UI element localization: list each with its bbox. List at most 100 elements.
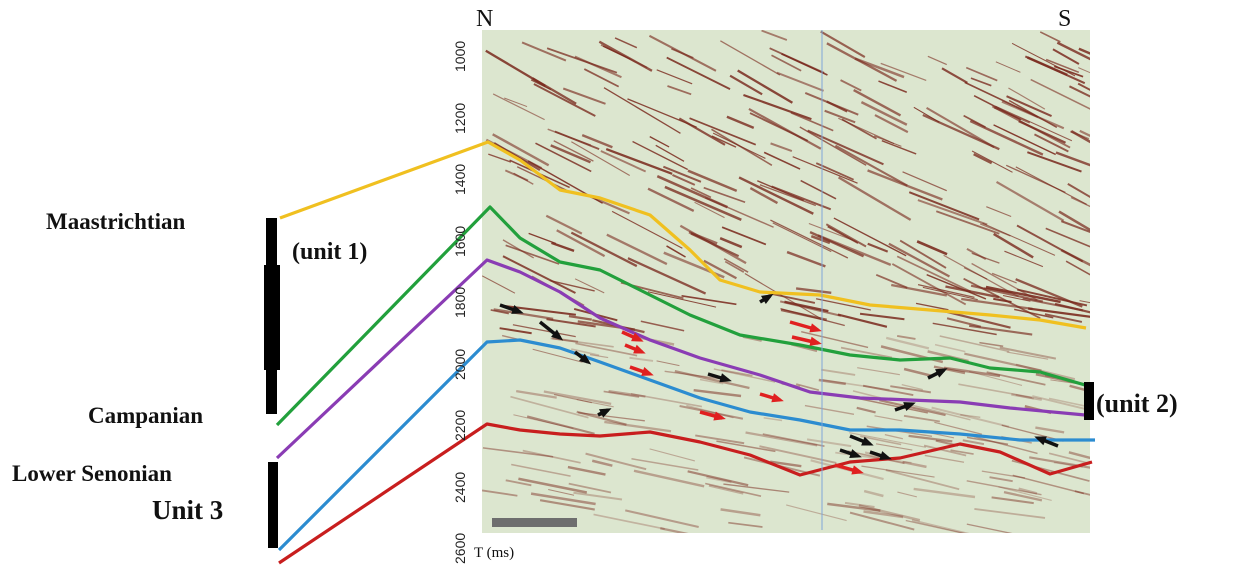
reflector-stroke [966, 523, 1013, 533]
reflector-stroke [1079, 300, 1090, 304]
reflector-stroke [1034, 133, 1069, 153]
reflector-stroke [576, 398, 614, 408]
reflector-stroke [655, 144, 685, 162]
reflector-stroke [511, 463, 571, 477]
reflector-stroke [761, 30, 788, 41]
time-tick-label: 1600 [452, 225, 468, 257]
reflector-stroke [627, 257, 707, 295]
red-arrow [789, 320, 822, 333]
reflector-stroke [874, 415, 903, 422]
reflector-stroke [530, 492, 596, 506]
black-arrow [538, 320, 564, 341]
reflector-stroke [1060, 220, 1090, 233]
reflector-stroke [840, 346, 893, 359]
reflector-stroke [721, 226, 767, 246]
reflector-stroke [970, 77, 992, 87]
reflector-stroke [553, 394, 592, 404]
reflector-stroke [605, 148, 673, 175]
reflector-stroke [826, 100, 848, 113]
reflector-stroke [737, 69, 793, 104]
reflector-stroke [1077, 82, 1090, 91]
reflector-stroke [856, 397, 928, 414]
reflector-stroke [738, 176, 814, 215]
reflector-stroke [1078, 67, 1090, 74]
reflector-stroke [859, 312, 905, 321]
reflector-stroke [922, 114, 1000, 151]
unit3-bar [268, 462, 278, 548]
reflector-stroke [581, 134, 613, 149]
reflector-stroke [528, 232, 557, 245]
reflector-stroke [630, 393, 703, 408]
time-tick-label: 2000 [452, 348, 468, 380]
horizon-lines [275, 140, 1095, 565]
reflector-stroke [721, 369, 753, 377]
reflector-stroke [968, 371, 1023, 386]
reflector-stroke [571, 348, 600, 357]
reflector-stroke [926, 274, 987, 300]
reflector-stroke [649, 448, 696, 462]
unit2-bar [1084, 382, 1094, 420]
reflector-stroke [867, 242, 889, 253]
lower-senonian-label: Lower Senonian [12, 461, 172, 486]
reflector-stroke [1045, 58, 1080, 74]
reflector-stroke [647, 187, 695, 212]
reflector-stroke [945, 285, 1000, 299]
reflector-stroke [1070, 130, 1090, 144]
reflector-stroke [917, 283, 975, 298]
reflector-stroke [1032, 395, 1090, 412]
reflector-stroke [1015, 166, 1087, 205]
reflector-stroke [629, 356, 654, 362]
reflector-stroke [549, 279, 595, 292]
reflector-stroke [896, 335, 916, 340]
reflector-stroke [993, 232, 1034, 259]
reflector-stroke [1012, 474, 1085, 495]
reflector-stroke [693, 388, 742, 398]
reflector-stroke [849, 511, 915, 531]
reflector-stroke [824, 109, 856, 124]
reflector-stroke [1065, 260, 1090, 276]
reflector-stroke [1015, 394, 1034, 400]
reflector-stroke [840, 79, 862, 92]
reflector-stroke [1028, 307, 1090, 318]
reflector-stroke [841, 118, 877, 140]
reflector-stroke [991, 105, 1071, 149]
reflector-stroke [723, 483, 790, 493]
reflector-stroke [884, 433, 904, 440]
reflector-stroke [743, 93, 812, 121]
reflector-stroke [695, 434, 745, 445]
reflector-stroke [903, 367, 933, 378]
reflector-stroke [969, 119, 1044, 156]
reflector-stroke [759, 184, 816, 207]
reflector-stroke [899, 239, 947, 269]
red-arrow [699, 410, 726, 421]
reflector-stroke [853, 88, 902, 117]
reflector-stroke [974, 508, 1046, 519]
reflector-stroke [553, 140, 594, 162]
reflector-stroke [833, 217, 907, 257]
reflector-stroke [694, 201, 725, 219]
reflector-stroke [1044, 313, 1083, 323]
reflector-stroke [748, 107, 822, 150]
reflector-stroke [958, 383, 1033, 399]
reflector-stroke [493, 308, 554, 321]
reflector-stroke [604, 420, 672, 433]
red-arrow [629, 365, 654, 376]
reflector-stroke [552, 337, 579, 343]
reflector-stroke [600, 150, 647, 173]
unit1-bar-wide [264, 265, 280, 370]
reflector-stroke [970, 284, 1044, 303]
reflector-stroke [598, 40, 653, 72]
reflector-stroke [934, 343, 966, 353]
reflector-stroke [860, 435, 902, 446]
reflector-stroke [917, 199, 988, 226]
reflector-stroke [820, 30, 866, 59]
reflector-stroke [1039, 31, 1061, 43]
reflector-stroke [911, 404, 971, 421]
reflector-stroke [973, 152, 993, 165]
black-arrow [499, 303, 524, 314]
north-label: N [476, 6, 494, 32]
reflector-stroke [983, 287, 1012, 294]
time-axis-title: T (ms) [474, 545, 515, 561]
reflector-stroke [539, 499, 595, 511]
reflector-stroke [1058, 210, 1090, 232]
